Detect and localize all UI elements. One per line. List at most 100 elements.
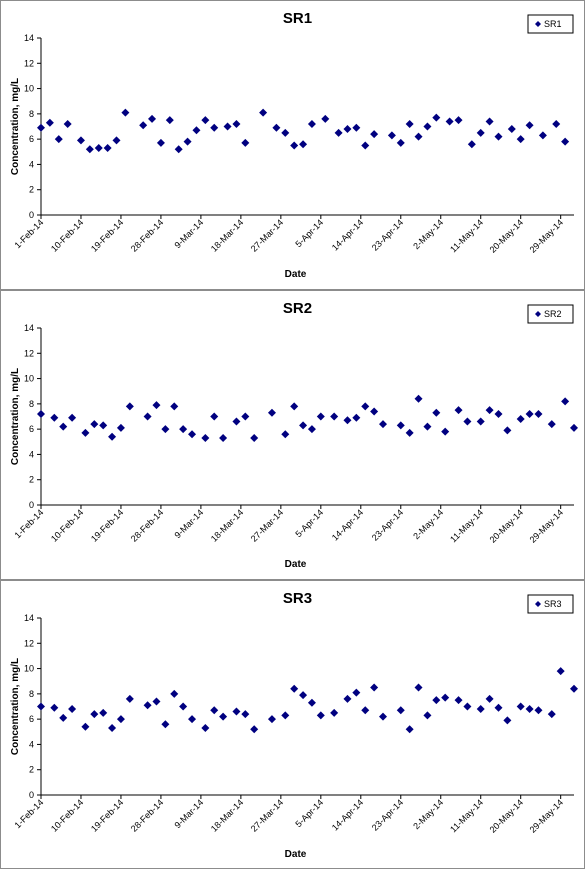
y-tick-label: 4: [29, 449, 34, 459]
data-point: [432, 696, 441, 705]
data-point: [343, 694, 352, 703]
data-point: [370, 407, 379, 416]
data-point: [50, 703, 59, 712]
data-point: [99, 708, 108, 717]
data-point: [125, 402, 134, 411]
data-point: [201, 723, 210, 732]
x-tick-label: 29-May-14: [528, 507, 565, 544]
legend-marker: [535, 601, 541, 607]
data-point: [534, 409, 543, 418]
x-tick-label: 28-Feb-14: [129, 507, 165, 543]
data-point: [188, 715, 197, 724]
data-point: [37, 409, 45, 418]
x-tick-label: 9-Mar-14: [172, 507, 205, 540]
data-point: [281, 128, 290, 137]
data-point: [54, 135, 63, 144]
y-axis-label: Concentration, mg/L: [10, 658, 21, 755]
data-point: [352, 413, 361, 422]
data-point: [307, 698, 316, 707]
data-point: [170, 402, 179, 411]
data-point: [241, 710, 250, 719]
data-point: [143, 412, 152, 421]
data-point: [561, 137, 570, 146]
data-point: [139, 121, 148, 130]
x-tick-label: 11-May-14: [448, 217, 485, 254]
data-point: [59, 422, 68, 431]
x-axis-label: Date: [285, 269, 307, 280]
y-tick-label: 10: [24, 374, 34, 384]
data-point: [116, 423, 125, 432]
data-point: [343, 125, 352, 134]
data-point: [259, 108, 268, 117]
chart-title: SR1: [283, 10, 312, 27]
x-tick-label: 23-Apr-14: [370, 797, 405, 832]
x-tick-label: 29-May-14: [528, 797, 565, 834]
x-tick-label: 9-Mar-14: [172, 217, 205, 250]
chart-svg-2: SR3 0 2 4 6 8 10 12 14 1-Feb-14 10-Feb-14 19-Feb-14…: [10, 590, 578, 860]
x-tick-label: 14-Apr-14: [330, 507, 365, 542]
data-point: [272, 123, 281, 132]
x-tick-label: 27-Mar-14: [249, 797, 285, 833]
x-tick-label: 1-Feb-14: [13, 797, 46, 830]
data-point: [179, 702, 188, 711]
x-tick-label: 20-May-14: [488, 797, 525, 834]
data-point: [81, 428, 90, 437]
legend-label: SR2: [544, 309, 562, 319]
data-point: [454, 406, 463, 415]
data-point: [494, 132, 503, 141]
data-point: [299, 421, 308, 430]
data-point: [50, 413, 59, 422]
data-point: [321, 114, 330, 123]
data-point: [570, 684, 578, 693]
y-tick-label: 2: [29, 765, 34, 775]
data-point: [219, 712, 228, 721]
data-point: [441, 427, 450, 436]
data-point: [267, 715, 276, 724]
data-point: [210, 123, 219, 132]
data-point: [476, 705, 485, 714]
y-tick-label: 8: [29, 399, 34, 409]
data-point: [281, 430, 290, 439]
data-point: [156, 138, 165, 147]
data-point: [361, 706, 370, 715]
data-point: [534, 706, 543, 715]
legend-box: [527, 14, 574, 34]
data-point: [556, 667, 565, 676]
y-tick-label: 0: [29, 210, 34, 220]
data-point: [494, 409, 503, 418]
x-tick-label: 14-Apr-14: [330, 797, 365, 832]
data-point: [37, 702, 45, 711]
data-point: [68, 705, 77, 714]
data-point: [210, 706, 219, 715]
data-point: [387, 131, 396, 140]
x-tick-label: 10-Feb-14: [49, 797, 85, 833]
y-tick-label: 10: [24, 84, 34, 94]
data-point: [334, 128, 343, 137]
data-point: [525, 409, 534, 418]
legend: SR1: [527, 14, 574, 34]
data-point: [81, 722, 90, 731]
x-tick-label: 1-Feb-14: [13, 217, 46, 250]
y-tick-label: 14: [24, 613, 34, 623]
data-point: [476, 417, 485, 426]
data-point: [441, 693, 450, 702]
legend-marker: [535, 311, 541, 317]
legend-label: SR1: [544, 19, 562, 29]
chart-title: SR2: [283, 300, 312, 317]
data-point: [63, 119, 72, 128]
data-point: [94, 143, 103, 152]
data-point: [76, 136, 85, 145]
data-point: [494, 703, 503, 712]
data-point: [414, 394, 423, 403]
data-point: [316, 711, 325, 720]
data-point: [161, 720, 170, 729]
chart-title: SR3: [283, 590, 312, 607]
y-tick-label: 12: [24, 348, 34, 358]
data-point: [219, 433, 228, 442]
y-tick-label: 6: [29, 134, 34, 144]
data-point: [467, 140, 476, 149]
x-axis-label: Date: [285, 849, 307, 860]
y-tick-label: 8: [29, 109, 34, 119]
x-axis-label: Date: [285, 559, 307, 570]
x-tick-label: 29-May-14: [528, 217, 565, 254]
